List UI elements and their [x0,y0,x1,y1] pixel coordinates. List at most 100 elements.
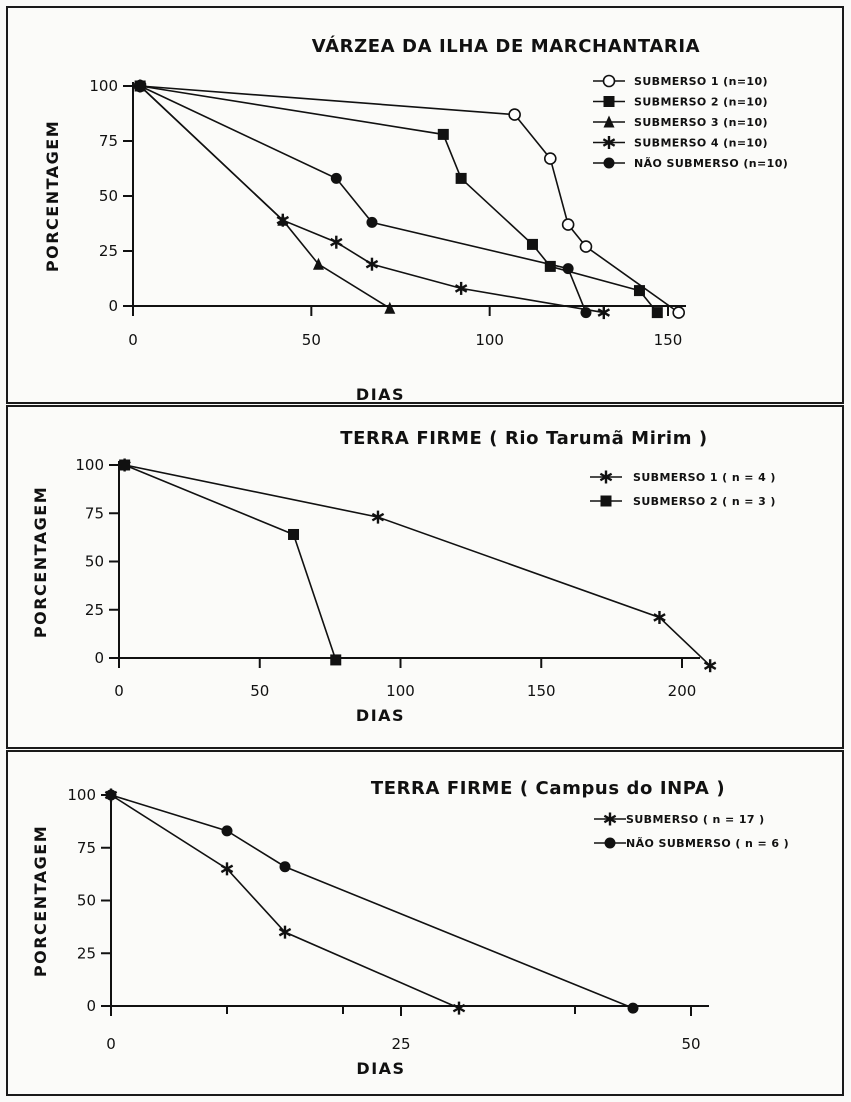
legend-marker [603,115,615,128]
y-tick-label: 50 [85,553,104,571]
y-tick-label: 75 [99,132,118,150]
series-1 [133,79,686,319]
data-point [651,307,663,319]
legend-label: SUBMERSO 1 ( n = 4 ) [633,471,776,484]
chart-title: VÁRZEA DA ILHA DE MARCHANTARIA [312,35,700,57]
legend-entry: SUBMERSO 1 ( n = 4 ) [590,470,776,484]
series-line [124,464,711,667]
y-tick-label: 100 [89,77,118,95]
legend-label: SUBMERSO 3 (n=10) [634,116,768,129]
data-point [365,257,379,271]
legend-marker [604,837,616,849]
data-point [653,610,666,624]
y-tick-label: 0 [86,997,96,1015]
legend-entry: NÃO SUBMERSO ( n = 6 ) [594,837,789,850]
data-point [276,213,290,227]
series-line [124,464,337,661]
chart-inpa: TERRA FIRME ( Campus do INPA ) 0 25 50 75 100… [31,778,789,1078]
chart-panel-taruma: TERRA FIRME ( Rio Tarumã Mirim ) 0 25 50 75 1… [6,405,844,749]
legend-label: SUBMERSO 4 (n=10) [634,137,768,150]
data-point [633,285,645,297]
legend-marker [602,74,616,88]
series-line [140,85,680,314]
legend-marker [602,136,616,149]
data-point [562,263,574,275]
data-point [561,218,575,231]
series-5 [134,80,592,319]
data-point [288,528,300,540]
data-point [455,172,467,184]
series-1 [104,788,466,1015]
series-4 [133,79,611,320]
data-point [105,789,117,801]
data-point [579,240,593,253]
series-3 [134,79,396,314]
x-tick-label: 150 [654,331,683,349]
chart-panel-varzea: VÁRZEA DA ILHA DE MARCHANTARIA 0 25 50 75 100… [6,6,844,404]
data-point [330,172,342,184]
y-tick-label: 50 [99,187,118,205]
data-point [454,281,468,295]
y-tick-label: 75 [85,504,104,522]
y-tick-label: 0 [94,649,104,667]
data-point [544,260,556,272]
legend-label: NÃO SUBMERSO ( n = 6 ) [626,837,789,850]
legend-entry: SUBMERSO 2 (n=10) [593,96,768,109]
y-tick-label: 50 [77,892,96,910]
y-tick-label: 100 [75,456,104,474]
chart-title: TERRA FIRME ( Campus do INPA ) [371,778,725,799]
data-point [384,301,396,314]
x-tick-label: 100 [386,682,415,700]
legend-label: NÃO SUBMERSO (n=10) [634,157,788,170]
series-1 [118,458,717,673]
chart-taruma: TERRA FIRME ( Rio Tarumã Mirim ) 0 25 50 75 1… [31,428,776,725]
data-point [437,128,449,140]
x-tick-label: 25 [391,1035,410,1053]
series-line [140,85,658,314]
x-tick-label: 50 [250,682,269,700]
y-axis-label: PORCENTAGEM [31,486,50,638]
y-tick-label: 25 [99,242,118,260]
data-point [627,1002,639,1014]
legend-marker [600,495,612,507]
y-tick-label: 100 [67,786,96,804]
data-point [703,659,717,673]
data-point [221,825,233,837]
legend-label: SUBMERSO ( n = 17 ) [626,813,765,826]
legend-entry: SUBMERSO 2 ( n = 3 ) [590,495,776,508]
legend-label: SUBMERSO 2 ( n = 3 ) [633,495,776,508]
x-tick-label: 0 [128,331,138,349]
legend-marker [603,812,617,826]
x-axis-label: DIAS [356,385,405,404]
x-tick-label: 100 [475,331,504,349]
legend-label: SUBMERSO 2 (n=10) [634,96,768,109]
legend-marker [603,157,615,169]
data-point [279,861,291,873]
series-2 [134,80,663,319]
data-point [508,108,521,121]
y-axis-label: PORCENTAGEM [31,825,50,977]
chart-varzea: VÁRZEA DA ILHA DE MARCHANTARIA 0 25 50 75 100… [43,35,788,404]
series-line [110,794,634,1009]
series-2 [119,459,342,666]
chart-panel-inpa: TERRA FIRME ( Campus do INPA ) 0 25 50 75 100… [6,750,844,1096]
legend-entry: SUBMERSO 4 (n=10) [593,136,768,150]
y-tick-label: 0 [108,297,118,315]
x-tick-label: 0 [106,1035,116,1053]
data-point [278,925,292,939]
x-axis-label: DIAS [356,706,405,725]
x-axis-label: DIAS [356,1059,405,1078]
legend-entry: SUBMERSO 3 (n=10) [593,115,768,129]
x-tick-label: 50 [681,1035,700,1053]
data-point [366,216,378,228]
data-point [371,510,385,524]
y-tick-label: 75 [77,839,96,857]
data-point [312,257,324,270]
data-point [672,306,686,319]
series-line [139,85,604,314]
data-point [597,306,611,320]
legend-marker [603,96,615,107]
series-line [110,794,460,1009]
data-point [543,152,557,165]
